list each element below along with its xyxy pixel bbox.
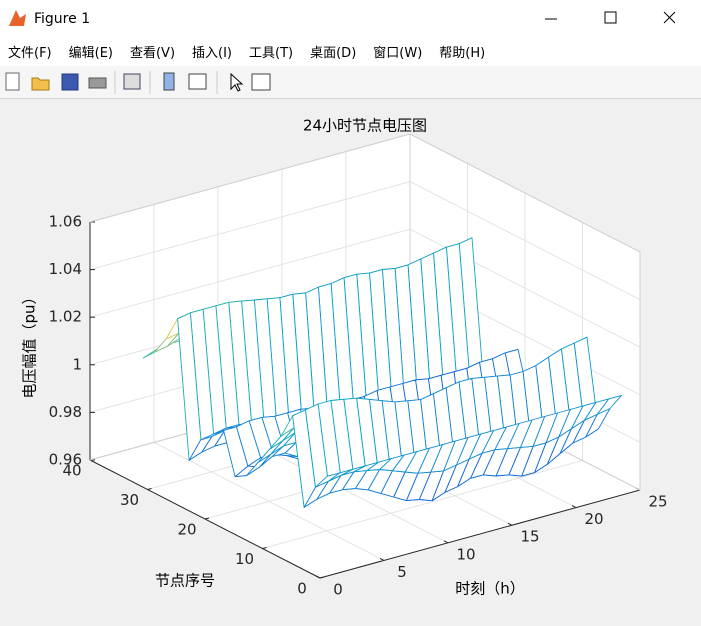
menu-item[interactable]: 帮助(H): [439, 45, 486, 61]
toolbar-icons: [5, 71, 271, 94]
print-icon[interactable]: [88, 77, 107, 89]
z-tick-label: 1.02: [49, 308, 82, 326]
property-icon[interactable]: [251, 73, 271, 91]
x-tick-label: 25: [648, 493, 667, 511]
colorbar-icon[interactable]: [163, 72, 175, 91]
menu-item[interactable]: 查看(V): [129, 45, 176, 61]
z-tick-label: 1.06: [49, 213, 82, 231]
y-axis-label: 节点序号: [155, 572, 215, 590]
menu-bar: 文件(F) 编辑(E) 查看(V) 插入(I) 工具(T) 桌面(D) 窗口(W) 帮助(H): [0, 36, 701, 66]
pointer-icon[interactable]: [230, 72, 244, 92]
x-axis-line: [319, 489, 641, 579]
title-bar-graphics: Figure 1: [9, 10, 676, 27]
new-icon[interactable]: [5, 72, 20, 91]
menu-item[interactable]: 窗口(W): [373, 45, 423, 61]
plot-area: 24小时节点电压图 时刻（h） 节点序号 电压幅值（pu） 0.96 0.98 1 1…: [21, 117, 668, 599]
z-tick-label: 1: [72, 355, 82, 373]
z-tick-label: 1.04: [49, 260, 82, 278]
toolbar: [0, 66, 701, 99]
save-icon[interactable]: [61, 73, 79, 91]
x-tick-label: 5: [397, 563, 407, 581]
maximize-button[interactable]: [604, 11, 617, 24]
z-tick-label: 0.96: [49, 451, 82, 469]
link-icon[interactable]: [123, 73, 141, 90]
y-tick-label: 0: [297, 580, 307, 598]
x-tick-label: 15: [520, 528, 539, 546]
x-axis-label: 时刻（h）: [455, 580, 525, 598]
z-tick-label: 0.98: [49, 403, 82, 421]
window-title: Figure 1: [34, 11, 90, 27]
y-tick-label: 10: [235, 550, 254, 568]
grid-line: [89, 181, 411, 271]
legend-icon[interactable]: [188, 73, 207, 90]
grid-line: [262, 460, 583, 549]
app-icon: [9, 10, 26, 26]
title-bar: Figure 1: [0, 0, 701, 36]
close-button[interactable]: [663, 11, 676, 24]
y-axis-line: [89, 459, 321, 579]
menu-item[interactable]: 文件(F): [8, 45, 52, 61]
chart-title: 24小时节点电压图: [303, 117, 427, 135]
open-icon[interactable]: [31, 77, 50, 91]
menu-item[interactable]: 桌面(D): [310, 45, 357, 61]
y-tick-label: 40: [62, 462, 81, 480]
x-tick-label: 10: [456, 545, 475, 563]
z-axis-label: 电压幅值（pu）: [21, 289, 39, 398]
grid-line: [89, 228, 411, 318]
menu-item[interactable]: 插入(I): [192, 45, 233, 61]
menu-item[interactable]: 工具(T): [249, 45, 294, 61]
x-tick-label: 20: [584, 510, 603, 528]
y-tick-label: 20: [177, 521, 196, 539]
box-edge: [89, 133, 411, 223]
x-tick-label: 0: [333, 581, 343, 599]
menu-item[interactable]: 编辑(E): [68, 45, 113, 61]
mesh-cell: [315, 472, 341, 488]
mesh: [142, 237, 622, 508]
y-tick-label: 30: [120, 491, 139, 509]
box-edge: [409, 133, 641, 253]
